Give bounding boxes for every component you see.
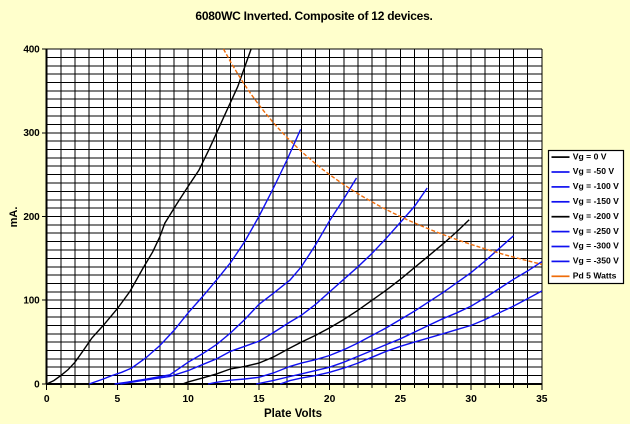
svg-text:100: 100 xyxy=(23,296,40,307)
svg-text:Vg = -100 V: Vg = -100 V xyxy=(573,181,619,191)
svg-text:Vg = -200 V: Vg = -200 V xyxy=(573,211,619,221)
svg-text:6080WC Inverted. Composite of: 6080WC Inverted. Composite of 12 devices… xyxy=(195,9,432,23)
svg-text:0: 0 xyxy=(44,394,50,405)
svg-text:5: 5 xyxy=(115,394,121,405)
svg-text:Vg = -300 V: Vg = -300 V xyxy=(573,241,619,251)
svg-text:35: 35 xyxy=(536,394,548,405)
svg-text:Vg = 0 V: Vg = 0 V xyxy=(573,151,607,161)
svg-text:Pd 5 Watts: Pd 5 Watts xyxy=(573,271,617,281)
svg-text:400: 400 xyxy=(23,44,40,55)
svg-text:Vg = -250 V: Vg = -250 V xyxy=(573,226,619,236)
svg-text:Vg = -150 V: Vg = -150 V xyxy=(573,196,619,206)
svg-text:300: 300 xyxy=(23,128,40,139)
svg-text:Plate Volts: Plate Volts xyxy=(264,408,322,420)
svg-text:20: 20 xyxy=(324,394,336,405)
svg-text:Vg = -50 V: Vg = -50 V xyxy=(573,166,615,176)
svg-text:Vg = -350 V: Vg = -350 V xyxy=(573,256,619,266)
svg-text:30: 30 xyxy=(465,394,477,405)
svg-text:0: 0 xyxy=(34,379,40,390)
svg-text:200: 200 xyxy=(23,212,40,223)
svg-text:10: 10 xyxy=(182,394,194,405)
svg-text:mA.: mA. xyxy=(8,207,20,228)
svg-text:25: 25 xyxy=(395,394,407,405)
svg-text:15: 15 xyxy=(253,394,265,405)
